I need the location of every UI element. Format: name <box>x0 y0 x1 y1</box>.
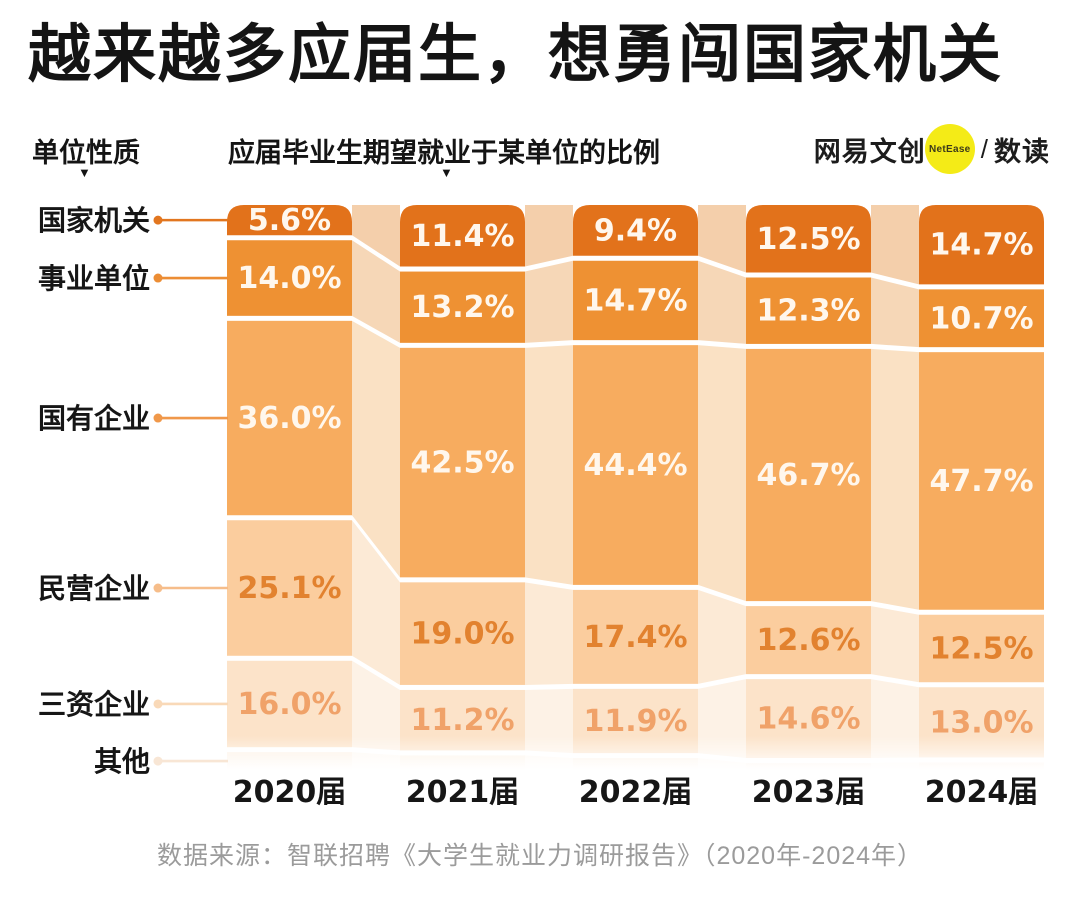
bar-segment <box>746 205 871 273</box>
flow-bands <box>352 205 919 770</box>
segment-value-label: 13.2% <box>410 290 514 325</box>
segment-value-label: 14.7% <box>929 228 1033 263</box>
segment-value-label: 13.0% <box>929 705 1033 740</box>
label-connector-dot <box>153 583 163 593</box>
bar-segment <box>400 582 525 685</box>
x-axis-label: 2022届 <box>579 775 693 810</box>
segment-value-label: 16.0% <box>237 687 341 722</box>
category-label: 民营企业 <box>38 572 150 605</box>
segment-value-label: 14.7% <box>583 283 687 318</box>
label-connector-dot <box>153 699 163 709</box>
flow-band <box>525 345 573 585</box>
segment-value-label: 42.5% <box>410 446 514 481</box>
flow-band <box>698 205 746 273</box>
value-labels: 5.6% 14.0% 36.0% 25.1% 16.0% 11.4% 13.2% 42.5% 1… <box>237 203 1033 740</box>
segment-value-label: 12.5% <box>929 631 1033 666</box>
arrow-down-icon: ▼ <box>78 165 91 180</box>
arrow-down-icon: ▼ <box>440 165 453 180</box>
bar-segment <box>919 205 1044 285</box>
chart-subtitle: 应届毕业生期望就业于某单位的比例 <box>228 138 660 168</box>
category-label: 事业单位 <box>38 262 150 295</box>
segment-value-label: 12.3% <box>756 294 860 329</box>
segment-value-label: 12.5% <box>756 222 860 257</box>
x-axis-labels: 2020届 2021届 2022届 2023届 2024届 <box>233 775 1039 810</box>
bar-segment <box>227 205 352 236</box>
bar-segment <box>573 345 698 585</box>
flow-band <box>352 520 400 685</box>
segment-value-label: 25.1% <box>237 571 341 606</box>
x-axis-label: 2020届 <box>233 775 347 810</box>
x-axis-label: 2021届 <box>406 775 520 810</box>
bar-segment <box>400 271 525 343</box>
segment-value-label: 14.0% <box>237 261 341 296</box>
bar-segment <box>227 520 352 656</box>
label-connector-dot <box>153 756 163 766</box>
segment-value-label: 10.7% <box>929 301 1033 336</box>
bar-segment <box>573 260 698 341</box>
segment-value-label: 46.7% <box>756 458 860 493</box>
label-connector-dot <box>153 215 163 225</box>
brand-name: 网易文创 <box>813 136 926 167</box>
segment-value-label: 5.6% <box>248 203 331 238</box>
segment-value-label: 9.4% <box>594 213 677 248</box>
data-source: 数据来源：智联招聘《大学生就业力调研报告》（2020年-2024年） <box>156 842 924 870</box>
bar-segment <box>227 660 352 748</box>
y-axis-title: 单位性质 <box>32 138 140 168</box>
flow-band <box>352 205 400 267</box>
product-name: 数读 <box>994 136 1050 167</box>
bar-segment <box>919 352 1044 610</box>
segment-value-label: 12.6% <box>756 623 860 658</box>
bar-segment <box>919 614 1044 683</box>
flow-band <box>352 660 400 751</box>
flow-band <box>698 260 746 344</box>
bar-segment <box>400 205 525 267</box>
bar-segment <box>227 320 352 516</box>
segment-value-label: 11.2% <box>410 703 514 738</box>
logo-separator: / <box>980 133 988 164</box>
category-label: 其他 <box>94 745 150 778</box>
flow-band <box>871 205 919 285</box>
flow-band <box>871 606 919 683</box>
flow-band <box>525 582 573 685</box>
flow-band <box>698 589 746 684</box>
segment-value-label: 11.9% <box>583 704 687 739</box>
flow-band <box>698 345 746 602</box>
page-title: 越来越多应届生，想勇闯国家机关 <box>28 20 1003 90</box>
segment-value-label: 36.0% <box>237 401 341 436</box>
bar-segment <box>746 348 871 602</box>
bar-segment <box>227 240 352 316</box>
segment-value-label: 47.7% <box>929 464 1033 499</box>
category-label: 国家机关 <box>38 204 150 237</box>
segment-value-label: 11.4% <box>410 219 514 254</box>
flow-band <box>352 320 400 578</box>
flow-band <box>525 260 573 343</box>
bar-segment <box>573 205 698 256</box>
label-connector-dot <box>153 413 163 423</box>
label-connector-dot <box>153 273 163 283</box>
bar-segment <box>400 347 525 578</box>
segment-value-label: 14.6% <box>756 702 860 737</box>
bar-segment <box>919 289 1044 348</box>
bar-segment <box>746 606 871 675</box>
bar-segment <box>746 277 871 344</box>
category-label: 三资企业 <box>38 688 150 721</box>
category-label: 国有企业 <box>38 402 150 435</box>
flow-band <box>871 348 919 610</box>
segment-value-label: 17.4% <box>583 620 687 655</box>
flow-band <box>525 205 573 267</box>
netease-badge-icon: NetEase <box>924 124 975 174</box>
segment-value-label: 44.4% <box>583 448 687 483</box>
x-axis-label: 2023届 <box>752 775 866 810</box>
flow-band <box>871 277 919 348</box>
segment-value-label: 19.0% <box>410 617 514 652</box>
x-axis-label: 2024届 <box>925 775 1039 810</box>
brand-logo: 网易文创 NetEase / 数读 <box>814 124 1050 174</box>
bar-segment <box>573 589 698 684</box>
bottom-fade <box>140 734 1080 782</box>
flow-band <box>352 240 400 343</box>
